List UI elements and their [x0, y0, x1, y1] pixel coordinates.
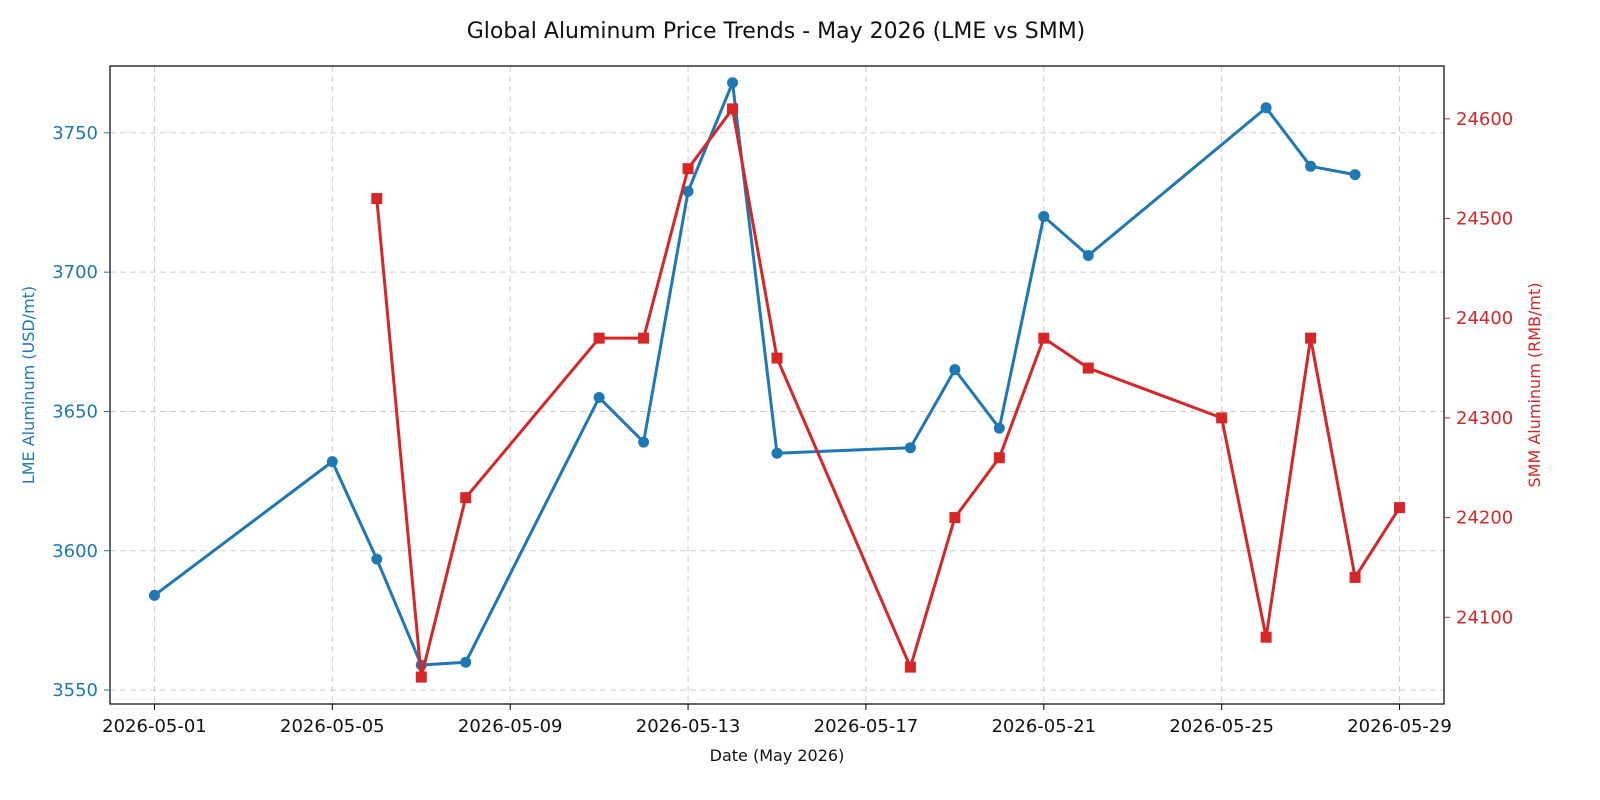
y-axis-right-ticks: 24100 24200 24300 24400 24500 24600	[1444, 109, 1513, 628]
x-tick-label: 2026-05-29	[1347, 716, 1452, 737]
lme-series-point	[1305, 160, 1317, 172]
lme-series-point	[682, 185, 694, 197]
y-left-tick-label: 3550	[52, 680, 98, 701]
series-layer	[148, 77, 1406, 683]
lme-series-point	[993, 422, 1005, 434]
smm-series-point	[727, 103, 739, 115]
x-tick-label: 2026-05-09	[458, 716, 563, 737]
smm-series-point	[1349, 571, 1361, 583]
x-tick-label: 2026-05-01	[102, 716, 207, 737]
y-right-tick-label: 24600	[1456, 109, 1513, 130]
plot-frame	[109, 65, 1445, 705]
y-axis-right-label: SMM Aluminum (RMB/mt)	[1525, 283, 1544, 488]
y-right-tick-label: 24300	[1456, 408, 1513, 429]
smm-series-point	[949, 512, 961, 524]
smm-series-point	[1394, 502, 1406, 514]
lme-series-point	[771, 447, 783, 459]
lme-series-point	[593, 392, 605, 404]
y-left-tick-label: 3650	[52, 401, 98, 422]
y-axis-left-ticks: 3550 3600 3650 3700 3750	[52, 123, 110, 701]
y-right-tick-label: 24500	[1456, 209, 1513, 230]
y-left-tick-label: 3750	[52, 123, 98, 144]
smm-series-point	[415, 671, 427, 683]
y-left-tick-label: 3600	[52, 541, 98, 562]
y-axis-left-label: LME Aluminum (USD/mt)	[19, 286, 38, 484]
y-right-tick-label: 24400	[1456, 308, 1513, 329]
y-right-tick-label: 24200	[1456, 508, 1513, 529]
smm-series-point	[371, 193, 383, 205]
smm-series-line	[375, 107, 1402, 679]
lme-series-point	[326, 456, 338, 468]
y-left-tick-label: 3700	[52, 262, 98, 283]
smm-series-point	[904, 661, 916, 673]
lme-series-point	[1038, 210, 1050, 222]
smm-series-point	[993, 452, 1005, 464]
lme-series-point	[460, 656, 472, 668]
smm-series-point	[1082, 362, 1094, 374]
smm-series-point	[771, 352, 783, 364]
lme-series-point	[371, 553, 383, 565]
lme-series-point	[148, 589, 160, 601]
grid-layer	[110, 66, 1444, 704]
smm-series-point	[1038, 332, 1050, 344]
lme-series-point	[1349, 169, 1361, 181]
lme-series-point	[904, 442, 916, 454]
lme-series-point	[638, 436, 650, 448]
x-axis-label: Date (May 2026)	[710, 746, 845, 765]
x-tick-label: 2026-05-13	[636, 716, 741, 737]
smm-series	[371, 103, 1406, 683]
x-tick-label: 2026-05-25	[1169, 716, 1274, 737]
y-right-tick-label: 24100	[1456, 607, 1513, 628]
lme-series-point	[727, 77, 739, 89]
x-tick-label: 2026-05-05	[280, 716, 385, 737]
x-tick-label: 2026-05-17	[814, 716, 919, 737]
smm-series-point	[638, 332, 650, 344]
smm-series-point	[682, 163, 694, 175]
lme-series-point	[1260, 102, 1272, 114]
lme-series	[148, 77, 1361, 671]
smm-series-point	[460, 492, 472, 504]
lme-series-point	[949, 364, 961, 376]
smm-series-point	[1305, 332, 1317, 344]
lme-series-line	[152, 81, 1357, 667]
smm-series-point	[1216, 412, 1228, 424]
x-tick-label: 2026-05-21	[991, 716, 1096, 737]
x-axis-ticks: 2026-05-01 2026-05-05 2026-05-09 2026-05-13…	[102, 704, 1452, 737]
lme-series-point	[1082, 249, 1094, 261]
chart-title: Global Aluminum Price Trends - May 2026 …	[467, 19, 1086, 44]
smm-series-point	[1260, 631, 1272, 643]
smm-series-point	[593, 332, 605, 344]
